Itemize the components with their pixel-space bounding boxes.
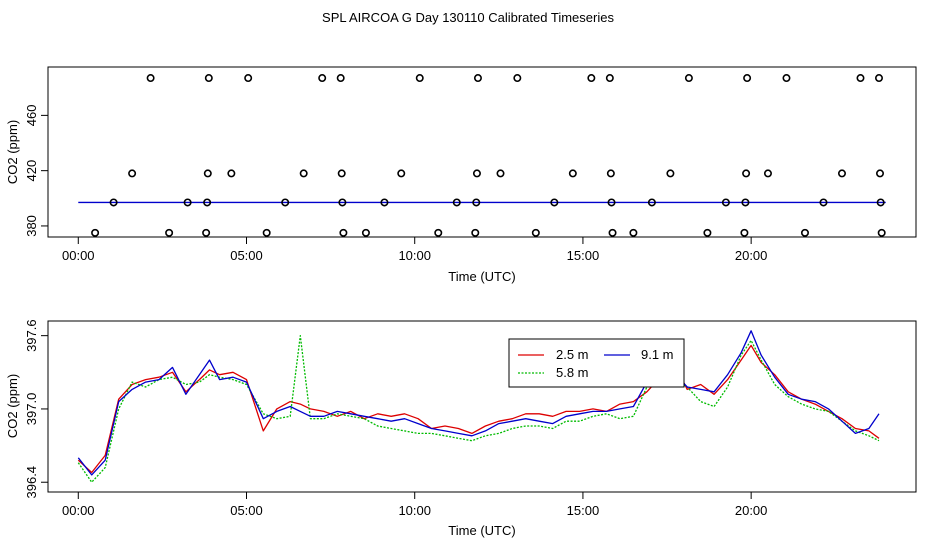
panel-bottom-ytick-label: 397.0	[24, 393, 39, 426]
panel-top-xtick-label: 15:00	[567, 248, 600, 263]
scatter-point	[338, 198, 347, 207]
scatter-point	[606, 169, 615, 178]
scatter-point	[647, 198, 656, 207]
legend-label-9-1m: 9.1 m	[641, 347, 674, 362]
panel-bottom-xlabel: Time (UTC)	[448, 523, 515, 538]
panel-bottom-ylabel: CO2 (ppm)	[5, 374, 20, 438]
panel-top-scatter: Time (UTC) CO2 (ppm) 00:00 05:00 10:00 15:0…	[5, 66, 917, 284]
scatter-point	[877, 228, 886, 237]
scatter-point	[203, 198, 212, 207]
scatter-point	[128, 169, 137, 178]
scatter-point	[165, 228, 174, 237]
scatter-point	[666, 169, 675, 178]
panel-top-ytick-label: 460	[24, 105, 39, 127]
panel-top-xtick-label: 10:00	[398, 248, 431, 263]
scatter-point	[262, 228, 271, 237]
scatter-point	[299, 169, 308, 178]
scatter-point	[471, 228, 480, 237]
scatter-point	[397, 169, 406, 178]
scatter-point	[782, 74, 791, 83]
scatter-point	[568, 169, 577, 178]
scatter-point	[608, 228, 617, 237]
scatter-point	[339, 228, 348, 237]
scatter-point	[281, 198, 290, 207]
scatter-point	[183, 198, 192, 207]
scatter-point	[740, 228, 749, 237]
scatter-point	[837, 169, 846, 178]
panel-top-xtick-label: 00:00	[62, 248, 95, 263]
scatter-point	[244, 74, 253, 83]
scatter-point	[434, 228, 443, 237]
scatter-point	[204, 74, 213, 83]
scatter-point	[550, 198, 559, 207]
legend: 2.5 m 5.8 m 9.1 m	[508, 338, 685, 388]
scatter-point	[743, 74, 752, 83]
scatter-point	[721, 198, 730, 207]
panel-top-xlabel: Time (UTC)	[448, 269, 515, 284]
scatter-point	[607, 198, 616, 207]
scatter-point	[473, 74, 482, 83]
scatter-point	[741, 198, 750, 207]
scatter-point	[629, 228, 638, 237]
panel-bottom-xtick-label: 05:00	[230, 503, 263, 518]
scatter-point	[742, 169, 751, 178]
panel-top-frame	[47, 66, 917, 238]
scatter-point	[91, 228, 100, 237]
panel-bottom-frame	[47, 320, 917, 493]
scatter-point	[380, 198, 389, 207]
scatter-point	[472, 169, 481, 178]
panel-top-ytick-label: 420	[24, 160, 39, 182]
panel-bottom-ytick-label: 397.6	[24, 319, 39, 352]
scatter-point	[496, 169, 505, 178]
scatter-point	[202, 228, 211, 237]
panel-bottom-xtick-label: 00:00	[62, 503, 95, 518]
scatter-point	[318, 74, 327, 83]
scatter-point	[531, 228, 540, 237]
scatter-point	[361, 228, 370, 237]
panel-bottom-xtick-label: 20:00	[735, 503, 768, 518]
scatter-point	[472, 198, 481, 207]
panel-bottom-xtick-label: 10:00	[398, 503, 431, 518]
panel-top-xtick-label: 05:00	[230, 248, 263, 263]
scatter-point	[109, 198, 118, 207]
series-line-2-5m	[77, 344, 880, 474]
scatter-point	[684, 74, 693, 83]
panel-bottom-ytick-label: 396.4	[24, 466, 39, 499]
scatter-point	[800, 228, 809, 237]
scatter-point	[146, 74, 155, 83]
panel-top-ytick-label: 380	[24, 215, 39, 237]
series-line-9-1m	[77, 330, 880, 476]
scatter-point	[874, 74, 883, 83]
scatter-point	[227, 169, 236, 178]
scatter-point	[336, 74, 345, 83]
scatter-point	[876, 169, 885, 178]
scatter-point	[763, 169, 772, 178]
panel-top-xtick-label: 20:00	[735, 248, 768, 263]
scatter-point	[876, 198, 885, 207]
scatter-point	[415, 74, 424, 83]
scatter-point	[513, 74, 522, 83]
legend-box	[508, 338, 685, 388]
scatter-point	[452, 198, 461, 207]
scatter-point	[337, 169, 346, 178]
panel-top-ylabel: CO2 (ppm)	[5, 120, 20, 184]
scatter-point	[703, 228, 712, 237]
legend-label-2-5m: 2.5 m	[556, 347, 589, 362]
scatter-point	[203, 169, 212, 178]
scatter-point	[587, 74, 596, 83]
panel-bottom-lines: Time (UTC) CO2 (ppm) 00:00 05:00 10:00 15:0…	[5, 319, 917, 538]
panel-bottom-xtick-label: 15:00	[567, 503, 600, 518]
figure-title: SPL AIRCOA G Day 130110 Calibrated Times…	[322, 10, 614, 25]
legend-label-5-8m: 5.8 m	[556, 365, 589, 380]
scatter-point	[856, 74, 865, 83]
scatter-point	[605, 74, 614, 83]
scatter-point	[819, 198, 828, 207]
